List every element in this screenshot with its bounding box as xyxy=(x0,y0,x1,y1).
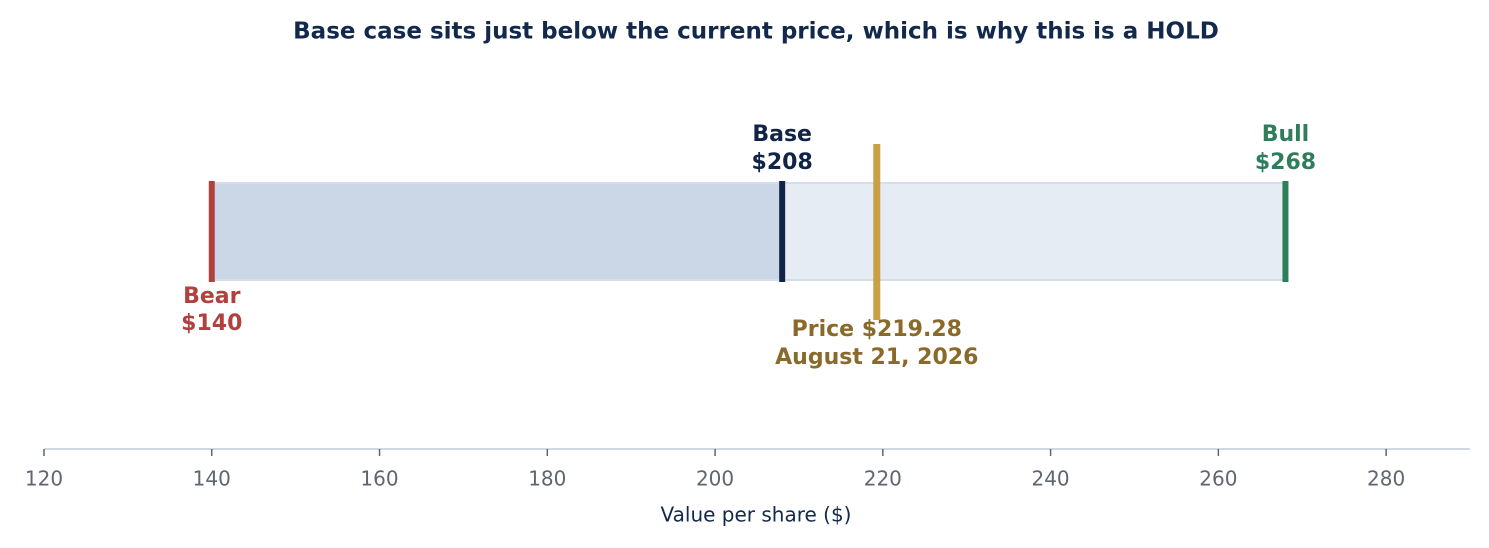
scenario-value: $208 xyxy=(752,150,813,175)
x-tick-label: 200 xyxy=(696,467,734,491)
x-tick-label: 240 xyxy=(1031,467,1069,491)
x-tick-label: 280 xyxy=(1367,467,1405,491)
x-axis-label: Value per share ($) xyxy=(661,503,852,527)
x-tick-label: 160 xyxy=(360,467,398,491)
price-date: August 21, 2026 xyxy=(775,345,978,370)
scenario-value: $268 xyxy=(1255,150,1316,175)
scenario-name: Base xyxy=(752,122,812,147)
x-tick-label: 220 xyxy=(864,467,902,491)
scenario-value: $140 xyxy=(181,311,242,336)
scenario-name: Bull xyxy=(1262,122,1310,147)
x-tick-label: 140 xyxy=(193,467,231,491)
x-tick-label: 260 xyxy=(1199,467,1237,491)
scenario-name: Bear xyxy=(183,284,241,309)
price-label: Price $219.28 xyxy=(792,317,962,342)
x-tick-label: 120 xyxy=(25,467,63,491)
range-band xyxy=(210,182,784,281)
chart-title: Base case sits just below the current pr… xyxy=(293,19,1219,45)
x-tick-label: 180 xyxy=(528,467,566,491)
range-band xyxy=(781,182,1287,281)
